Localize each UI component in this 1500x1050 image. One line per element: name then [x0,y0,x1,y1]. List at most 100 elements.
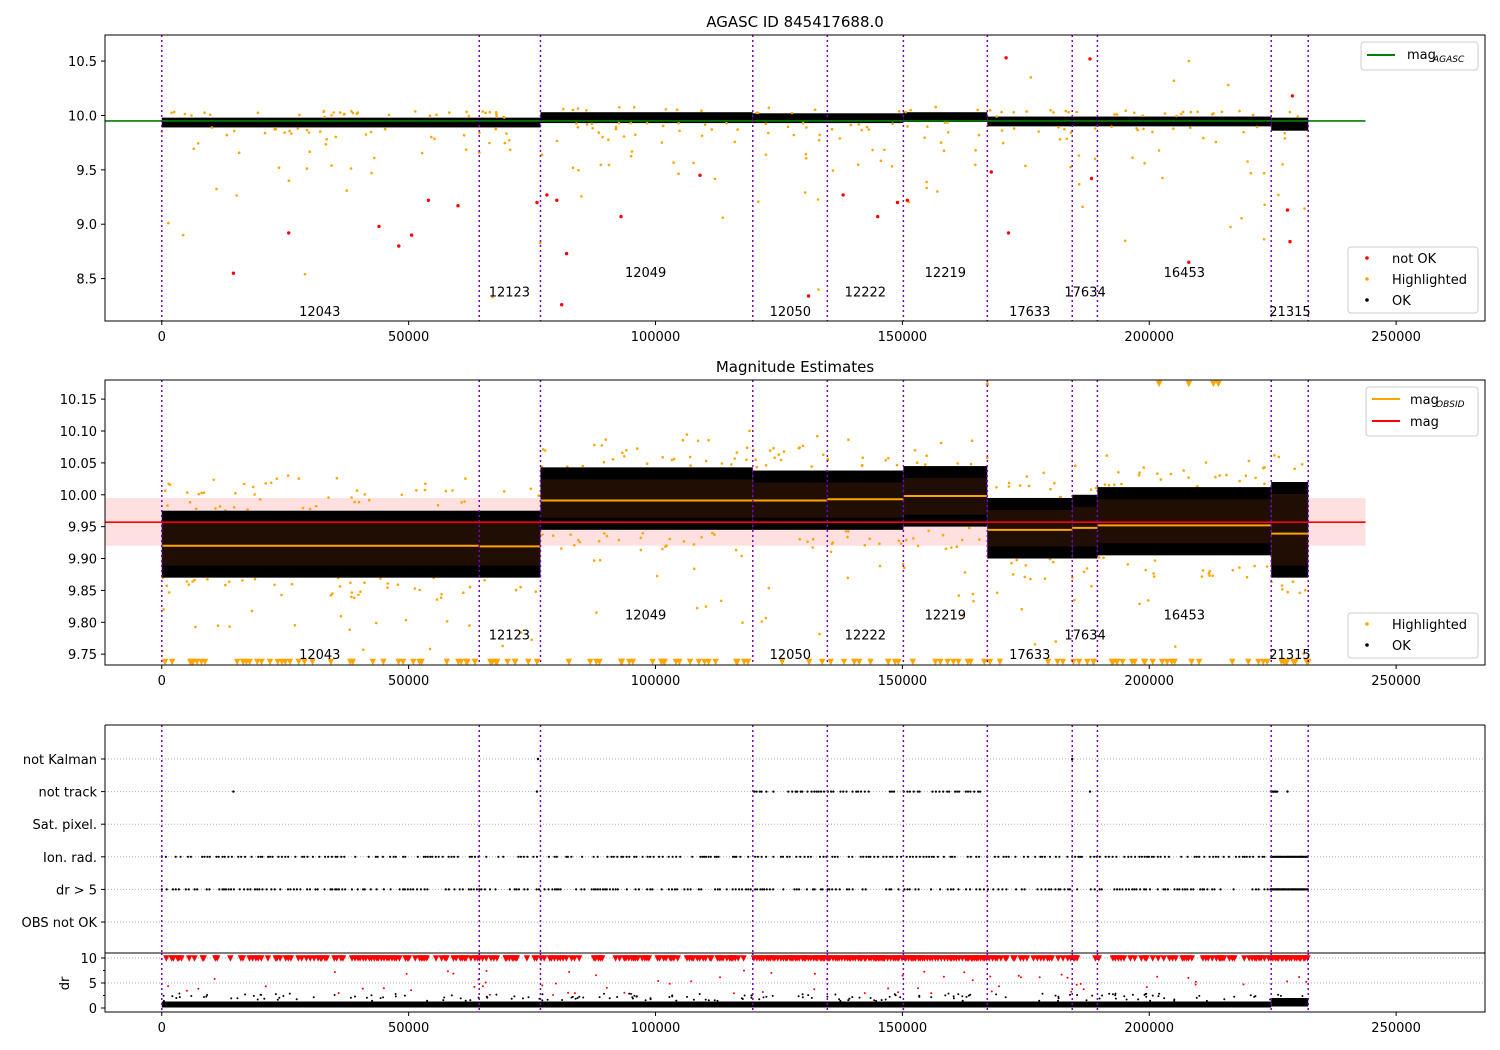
flag-point [1015,888,1018,891]
highlighted-point [1152,575,1156,578]
highlighted-point [830,542,834,546]
highlighted-point [251,485,255,489]
highlighted-point [816,434,819,438]
obsid-label: 16453 [1164,266,1205,281]
dr-ok-point [244,993,247,996]
dr-ok-point [442,999,445,1002]
flag-point [782,888,785,891]
highlighted-point [895,463,899,467]
highlighted-point [168,483,172,487]
x-tick-label: 200000 [1124,1021,1174,1036]
flag-point [1039,855,1042,858]
highlighted-point [400,493,404,497]
dr-ok-point [603,992,605,995]
highlighted-point [925,186,928,190]
flag-point [908,888,911,891]
legend-label: OK [1392,294,1411,309]
flag-point [444,888,447,891]
highlighted-point [1082,570,1086,574]
flag-point [1222,855,1225,858]
flag-point [1254,888,1258,891]
dr-ok-point [758,998,761,1001]
dr-ok-point [1038,999,1041,1002]
highlighted-out-of-range-marker [201,658,209,665]
flag-point [335,888,338,891]
dr-ok-point [957,993,960,996]
highlighted-point [297,477,301,480]
flag-point [936,855,940,858]
highlighted-point [1281,163,1284,166]
highlighted-point [719,599,723,603]
flag-point [969,790,972,793]
flag-point [480,888,483,891]
highlighted-point [494,111,498,114]
flag-point [793,888,796,891]
dr-ok-point [1157,995,1160,998]
highlighted-point [925,454,928,458]
flag-point [458,888,461,891]
flag-point [374,855,377,858]
highlighted-point [1142,466,1145,469]
highlighted-point [445,620,449,623]
highlighted-point [1136,128,1139,132]
highlighted-out-of-range-marker [712,658,719,665]
highlighted-point [817,139,821,142]
flag-point [187,888,190,891]
highlighted-point [581,464,585,468]
plot-area [105,955,1485,1008]
dr-ok-point [847,999,850,1002]
highlighted-point [969,462,973,466]
not-ok-point [555,198,559,202]
flag-point [327,855,330,858]
highlighted-point [860,128,863,132]
highlighted-point [1251,113,1255,117]
flag-point [815,790,818,793]
flag-point [906,790,909,793]
highlighted-point [170,111,173,115]
highlighted-out-of-range-marker [676,658,683,665]
highlighted-point [325,138,329,141]
flag-point [788,855,791,858]
flag-point [1002,855,1005,858]
flag-point [876,855,880,858]
highlighted-point [215,187,218,191]
plot-frame [104,34,1486,322]
highlighted-point [655,574,659,578]
dr-not-ok-point [167,985,170,988]
highlighted-point [692,161,695,165]
flag-point [966,790,970,793]
dr-ok-point [162,994,165,997]
highlighted-point [926,125,929,128]
highlighted-point [844,530,848,533]
flag-point [1146,855,1149,858]
flag-point [1100,888,1103,891]
highlighted-point [246,508,249,512]
highlighted-point [273,128,276,131]
flag-point [1248,855,1251,858]
highlighted-out-of-range-marker [266,658,274,665]
highlighted-point [460,501,463,504]
highlighted-point [860,464,864,468]
x-tick-label: 100000 [631,1021,681,1036]
obsid-label: 12123 [489,628,530,643]
flag-point [515,888,518,891]
highlighted-point [1208,569,1212,573]
dr-not-ok-point [1194,980,1197,983]
flag-point [1263,855,1266,858]
legend-marker [1365,622,1369,626]
highlighted-point [1207,571,1211,575]
highlighted-point [502,115,505,119]
flag-point [914,888,917,891]
flag-point [294,855,297,858]
flag-point [845,888,849,891]
flag-point [243,888,246,891]
dr-not-ok-marker [1055,955,1062,962]
flag-point [227,855,230,858]
dr-not-ok-point [863,992,866,995]
flag-point [581,855,584,858]
dr-not-ok-point [185,989,188,992]
highlighted-point [1089,488,1093,491]
flag-point [992,888,995,891]
dr-ok-point [1301,995,1304,997]
highlighted-point [681,438,685,442]
